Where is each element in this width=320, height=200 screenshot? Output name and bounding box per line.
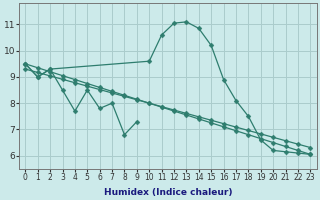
X-axis label: Humidex (Indice chaleur): Humidex (Indice chaleur)	[104, 188, 232, 197]
